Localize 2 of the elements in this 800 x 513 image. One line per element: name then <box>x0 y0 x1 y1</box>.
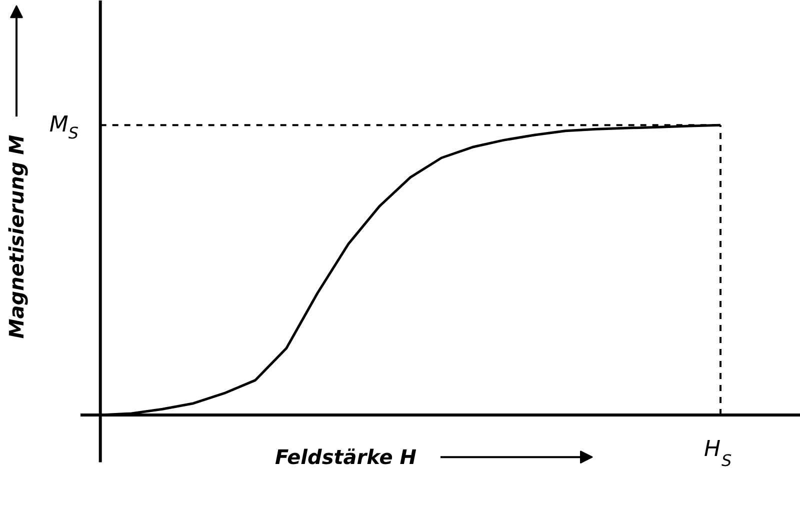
x-axis-title: Feldstärke H <box>274 445 417 470</box>
y-axis-title: Magnetisierung M <box>4 134 28 339</box>
